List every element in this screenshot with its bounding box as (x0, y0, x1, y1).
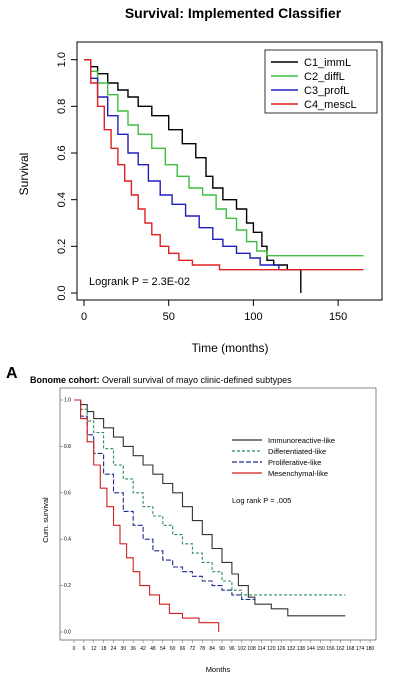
bottom-x-tick-label: 42 (140, 646, 146, 652)
top-legend-label: C1_immL (304, 57, 351, 69)
bottom-legend-label: Proliferative-like (268, 458, 321, 467)
panel-label-a: A (6, 365, 18, 382)
bottom-legend-label: Differentiated-like (268, 447, 326, 456)
top-legend-label: C2_diffL (304, 71, 345, 83)
bottom-series-proliferative-like (74, 399, 255, 601)
top-survival-chart: Survival: Implemented Classifier 0.00.20… (17, 5, 383, 355)
top-plot-frame (76, 41, 383, 301)
bottom-x-tick-label: 126 (277, 646, 286, 652)
bottom-x-tick-label: 54 (160, 646, 166, 652)
bottom-axis-ticks: 0.0 0.2 0.4 0.6 0.8 1.0 0 6 12 18 24 30 36 42 48 54 60 66… (60, 398, 375, 652)
top-x-tick-label: 150 (329, 311, 347, 323)
top-legend-label: C4_mescL (304, 99, 357, 111)
bottom-x-tick-label: 36 (130, 646, 136, 652)
bottom-y-tick-label: 0.8 (64, 444, 71, 450)
top-y-tick-label: 0.4 (56, 192, 68, 207)
top-x-tick-label: 100 (244, 311, 262, 323)
bottom-series-mesenchymal-like (74, 399, 220, 632)
bottom-series-differentiated-like (74, 399, 346, 596)
top-logrank-annotation: Logrank P = 2.3E-02 (89, 276, 190, 288)
top-series-lines (84, 59, 364, 293)
bottom-x-tick-label: 132 (287, 646, 296, 652)
bottom-x-tick-label: 144 (307, 646, 316, 652)
bottom-survival-chart: A Bonome cohort: Overall survival of may… (6, 365, 377, 674)
top-y-tick-label: 0.2 (56, 239, 68, 254)
bottom-x-tick-label: 114 (257, 646, 265, 652)
bottom-legend-label: Mesenchymal-like (268, 469, 328, 478)
top-y-tick-label: 0.8 (56, 99, 68, 114)
bottom-x-tick-label: 24 (111, 646, 117, 652)
bottom-y-tick-label: 1.0 (64, 398, 71, 404)
bottom-y-tick-label: 0.2 (64, 583, 71, 589)
top-y-tick-label: 0.6 (56, 145, 68, 160)
bottom-legend-label: Immunoreactive-like (268, 436, 335, 445)
top-y-tick-label: 0.0 (56, 285, 68, 300)
bottom-series-immunoreactive-like (74, 399, 346, 617)
top-series-c3-profl (84, 59, 296, 271)
bottom-legend: Immunoreactive-like Differentiated-like Pr… (232, 436, 335, 478)
bottom-x-tick-label: 72 (190, 646, 196, 652)
bottom-x-tick-label: 120 (267, 646, 276, 652)
bottom-y-tick-label: 0.6 (64, 490, 71, 496)
bottom-x-tick-label: 96 (229, 646, 235, 652)
bottom-x-tick-label: 162 (336, 646, 345, 652)
bottom-plot-frame (59, 387, 377, 641)
bottom-y-tick-label: 0.4 (64, 537, 71, 543)
bottom-x-tick-label: 78 (199, 646, 205, 652)
top-y-axis-label: Survival (17, 153, 31, 196)
bottom-x-tick-label: 48 (150, 646, 156, 652)
bottom-logrank-annotation: Log rank P = .005 (232, 496, 291, 505)
bottom-x-tick-label: 6 (82, 646, 85, 652)
top-series-c2-diffl (84, 59, 364, 257)
bottom-x-tick-label: 156 (326, 646, 335, 652)
top-x-tick-label: 50 (163, 311, 175, 323)
bottom-x-tick-label: 84 (209, 646, 215, 652)
top-chart-title: Survival: Implemented Classifier (125, 5, 342, 21)
bottom-series-lines (74, 399, 346, 632)
bottom-x-tick-label: 174 (356, 646, 365, 652)
bottom-x-tick-label: 90 (219, 646, 225, 652)
bottom-x-tick-label: 0 (73, 646, 76, 652)
top-y-tick-label: 1.0 (56, 52, 68, 67)
bottom-x-tick-label: 108 (247, 646, 256, 652)
bottom-x-tick-label: 60 (170, 646, 176, 652)
bottom-x-tick-label: 66 (180, 646, 186, 652)
bottom-x-tick-label: 138 (297, 646, 306, 652)
top-legend-label: C3_profL (304, 85, 349, 97)
top-series-c1-imml (84, 59, 302, 293)
bottom-title-rest: Overall survival of mayo clinic-defined … (100, 375, 293, 385)
top-x-tick-label: 0 (81, 311, 87, 323)
bottom-x-axis-label: Months (206, 665, 231, 674)
bottom-x-tick-label: 18 (101, 646, 107, 652)
top-legend: C1_immL C2_diffL C3_profL C4_mescL (264, 49, 378, 114)
top-x-axis-label: Time (months) (192, 341, 269, 355)
bottom-x-tick-label: 150 (316, 646, 325, 652)
bottom-x-tick-label: 180 (366, 646, 375, 652)
bottom-x-tick-label: 12 (91, 646, 97, 652)
top-series-c4-mescl (84, 59, 364, 271)
bottom-y-axis-label: Cum. survival (41, 497, 50, 543)
top-legend-box (264, 49, 378, 114)
bottom-title-cohort: Bonome cohort: (30, 375, 100, 385)
bottom-x-tick-label: 168 (346, 646, 355, 652)
bottom-y-tick-label: 0.0 (64, 630, 71, 636)
bottom-x-tick-label: 102 (238, 646, 247, 652)
bottom-chart-title: Bonome cohort: Overall survival of mayo … (30, 375, 292, 385)
top-axis-ticks: 0.0 0.2 0.4 0.6 0.8 1.0 0 50 100 150 (56, 52, 347, 323)
bottom-x-tick-label: 30 (121, 646, 127, 652)
